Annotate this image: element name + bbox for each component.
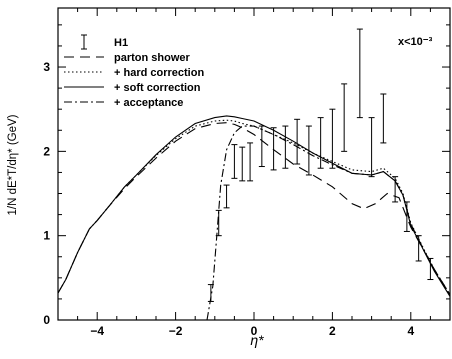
- x-tick-label: −2: [169, 324, 183, 338]
- x-axis-label: η*: [250, 332, 264, 348]
- legend-label: parton shower: [114, 52, 191, 64]
- series-line-dashed: [57, 122, 451, 295]
- legend-label: + hard correction: [114, 67, 204, 79]
- legend-label: + acceptance: [114, 97, 183, 109]
- h1-errorbars: [207, 28, 434, 302]
- x-tick-label: 2: [329, 324, 336, 338]
- legend-label: + soft correction: [114, 82, 201, 94]
- series-curves: [57, 115, 451, 321]
- axis-ticks: −4 −2 0 2 4 0 1 2 3: [43, 8, 451, 338]
- series-line-solid: [57, 115, 451, 297]
- series-line-dashdot: [206, 125, 451, 321]
- y-tick-label: 3: [43, 60, 50, 74]
- x-tick-label: 0: [251, 324, 258, 338]
- legend-label: H1: [114, 37, 128, 49]
- x-tick-label: −4: [90, 324, 104, 338]
- y-tick-label: 1: [43, 229, 50, 243]
- series-line-dotted: [57, 119, 451, 295]
- y-axis-label: 1/N dE*T/dη* (GeV): [7, 114, 19, 215]
- x-tick-label: 4: [407, 324, 414, 338]
- y-tick-label: 2: [43, 144, 50, 158]
- x-range-annotation: x<10⁻³: [398, 36, 433, 48]
- legend: H1 parton shower + hard correction + soft c…: [64, 34, 204, 109]
- y-tick-label: 0: [43, 313, 50, 327]
